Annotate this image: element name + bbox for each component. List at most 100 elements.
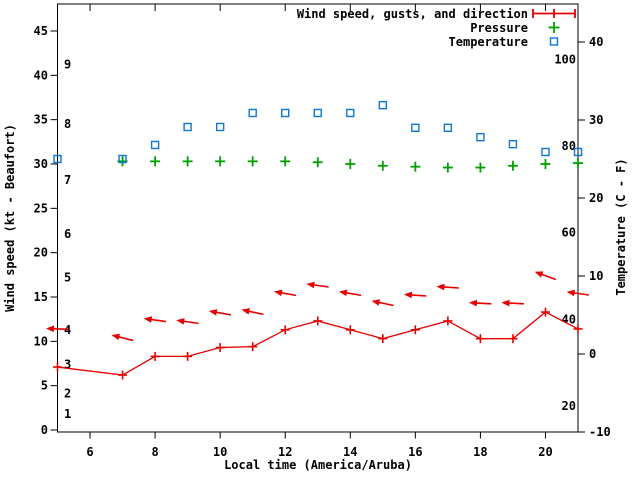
beaufort-label: 8: [64, 117, 71, 131]
x-tick-label: 8: [151, 445, 158, 459]
wind-arrow-head: [176, 318, 185, 325]
x-tick-label: 20: [538, 445, 552, 459]
beaufort-label: 1: [64, 407, 71, 421]
temperature-point: [118, 154, 127, 164]
temperature-point: [248, 108, 257, 118]
wind-arrow-shaft: [344, 291, 362, 297]
wind-arrow-shaft: [571, 291, 590, 296]
wind-direction-arrow: [306, 281, 329, 289]
fahrenheit-label: 80: [562, 139, 576, 153]
y-right-tick-label: -10: [589, 425, 611, 439]
axis-ticks: 6 8 10 12 14 16 18 20051015202530354045-1001020…: [34, 4, 611, 459]
y-right-axis-title: Temperature (C - F): [614, 158, 628, 295]
y-left-tick-label: 0: [41, 423, 48, 437]
wind-arrow-shaft: [409, 294, 427, 297]
x-tick-label: 16: [408, 445, 422, 459]
wind-arrow-head: [273, 289, 283, 297]
wind-arrow-head: [338, 289, 348, 297]
beaufort-label: 3: [64, 357, 71, 371]
wind-arrow-head: [241, 308, 250, 315]
temperature-point: [411, 123, 420, 133]
beaufort-label: 2: [64, 387, 71, 401]
wind-arrow-shaft: [51, 327, 69, 331]
wind-direction-arrow: [501, 299, 524, 307]
wind-arrow-head: [566, 289, 575, 297]
fahrenheit-label: 100: [554, 52, 576, 66]
y-left-tick-label: 40: [34, 68, 48, 82]
y-right-tick-label: 20: [589, 191, 603, 205]
legend-label-temperature: Temperature: [449, 35, 528, 49]
wind-direction-arrow: [176, 318, 199, 325]
x-tick-label: 10: [213, 445, 227, 459]
wind-arrow-head: [468, 299, 478, 307]
wind-arrow-head: [534, 271, 544, 278]
wind-arrow-shaft: [506, 302, 524, 305]
wind-arrow-shaft: [214, 311, 232, 316]
temperature-point: [150, 140, 160, 150]
y-left-tick-label: 25: [34, 201, 48, 215]
wind-arrow-head: [208, 309, 218, 316]
y-left-axis-title: Wind speed (kt - Beaufort): [3, 124, 17, 312]
y-right-tick-label: 40: [589, 35, 603, 49]
wind-direction-arrow: [143, 316, 167, 323]
wind-arrow-shaft: [539, 272, 557, 281]
temperature-point: [281, 108, 290, 118]
wind-arrow-head: [143, 316, 153, 323]
y-left-tick-label: 30: [34, 157, 48, 171]
fahrenheit-label: 60: [562, 226, 576, 240]
wind-arrow-shaft: [441, 286, 459, 289]
beaufort-label: 5: [64, 270, 71, 284]
y-left-tick-label: 35: [34, 113, 48, 127]
fahrenheit-label: 20: [562, 399, 576, 413]
temperature-point: [313, 108, 322, 118]
wind-direction-arrow: [111, 333, 134, 342]
y-left-tick-label: 5: [41, 379, 48, 393]
wind-direction-arrow: [208, 309, 232, 316]
data-series: [46, 100, 590, 380]
y-right-tick-label: 30: [589, 113, 603, 127]
wind-arrow-head: [371, 299, 381, 306]
x-tick-label: 14: [343, 445, 357, 459]
wind-direction-arrow: [468, 299, 492, 307]
temperature-point: [541, 147, 550, 157]
x-tick-label: 12: [278, 445, 292, 459]
plot-border: [57, 3, 579, 433]
x-axis-title: Local time (America/Aruba): [224, 458, 412, 472]
wind-arrow-head: [501, 299, 510, 307]
legend-temperature-symbol: [549, 37, 559, 46]
y-right-tick-label: 10: [589, 269, 603, 283]
temperature-point: [476, 132, 485, 142]
y-left-tick-label: 45: [34, 24, 48, 38]
x-tick-label: 6: [86, 445, 93, 459]
wind-arrow-shaft: [181, 320, 199, 325]
wind-arrow-head: [436, 283, 445, 291]
wind-direction-arrow: [403, 291, 427, 299]
y-left-tick-label: 15: [34, 290, 48, 304]
beaufort-label: 9: [64, 58, 71, 72]
beaufort-label: 6: [64, 227, 71, 241]
wind-direction-arrow: [338, 289, 362, 297]
wind-direction-arrow: [371, 299, 394, 307]
wind-direction-arrow: [566, 289, 590, 297]
temperature-point: [215, 122, 225, 132]
temperature-point: [508, 139, 518, 149]
wind-direction-arrow: [273, 289, 297, 297]
temperature-point: [183, 122, 192, 132]
y-left-tick-label: 20: [34, 246, 48, 260]
wind-direction-arrow: [534, 271, 557, 281]
legend-label-wind: Wind speed, gusts, and direction: [297, 7, 528, 21]
temperature-point: [346, 108, 355, 118]
y-left-tick-label: 10: [34, 334, 48, 348]
y-right-tick-label: 0: [589, 347, 596, 361]
wind-arrow-shaft: [116, 335, 134, 342]
x-tick-label: 18: [473, 445, 487, 459]
wind-arrow-shaft: [311, 283, 329, 288]
wind-arrow-head: [111, 333, 120, 341]
wind-arrow-shaft: [376, 301, 394, 307]
wind-direction-arrow: [241, 308, 264, 316]
wind-arrow-head: [403, 291, 413, 299]
wind-arrow-shaft: [279, 291, 297, 297]
wind-arrow-shaft: [246, 310, 264, 316]
